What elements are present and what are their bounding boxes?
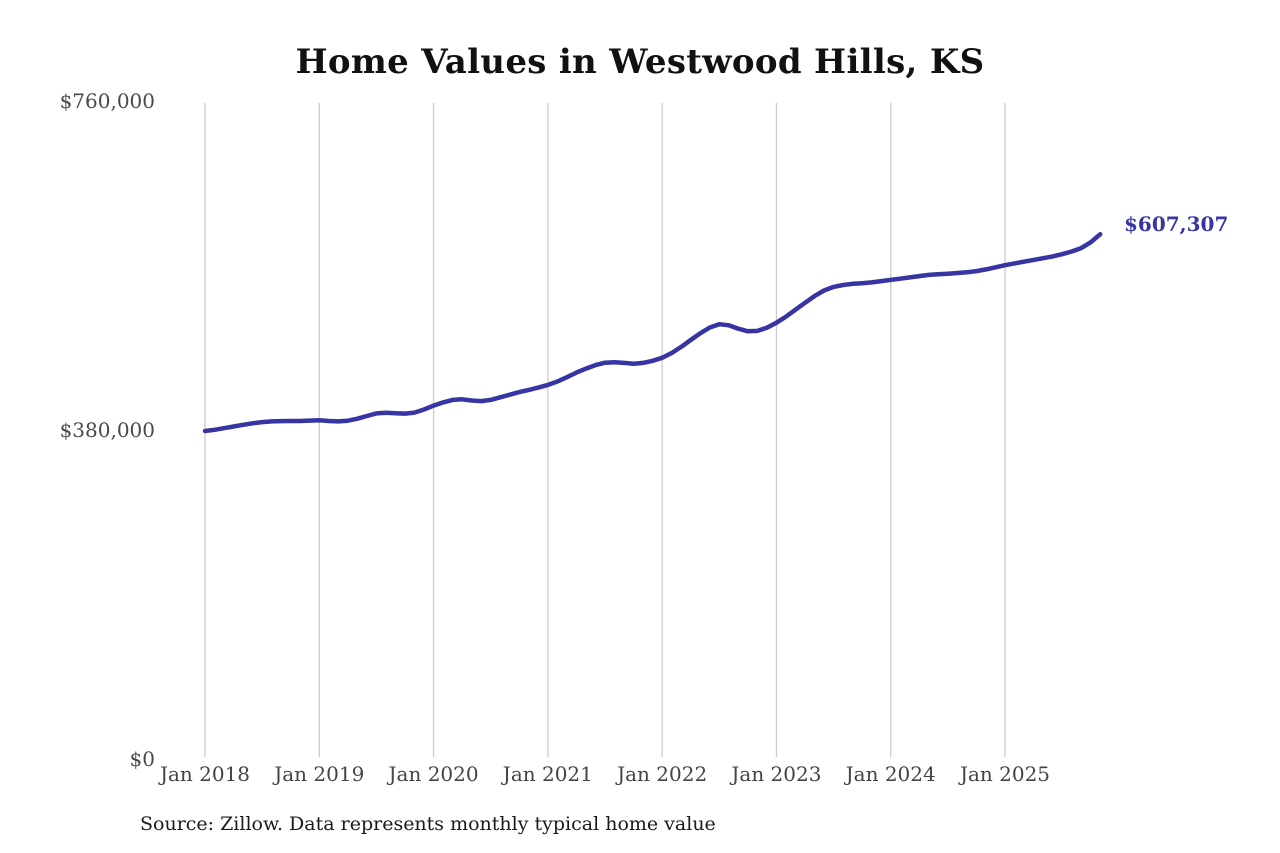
- gridlines: [204, 103, 1006, 757]
- x-axis-tick-label: Jan 2019: [274, 762, 365, 786]
- x-axis-tick-label: Jan 2022: [617, 762, 708, 786]
- x-axis-tick-label: Jan 2024: [845, 762, 936, 786]
- y-axis-tick-label: $0: [129, 747, 155, 771]
- x-axis-tick-label: Jan 2020: [388, 762, 479, 786]
- source-note: Source: Zillow. Data represents monthly …: [140, 813, 716, 835]
- x-axis-tick-label: Jan 2018: [159, 762, 251, 786]
- latest-value-label: $607,307: [1124, 212, 1229, 236]
- x-axis-tick-label: Jan 2025: [959, 762, 1051, 786]
- y-axis-tick-label: $760,000: [59, 89, 155, 113]
- x-axis-tick-label: Jan 2023: [731, 762, 822, 786]
- y-axis-tick-label: $380,000: [59, 418, 155, 442]
- value-line: [202, 231, 1103, 434]
- x-axis-tick-label: Jan 2021: [502, 762, 593, 786]
- chart-title: Home Values in Westwood Hills, KS: [295, 42, 985, 82]
